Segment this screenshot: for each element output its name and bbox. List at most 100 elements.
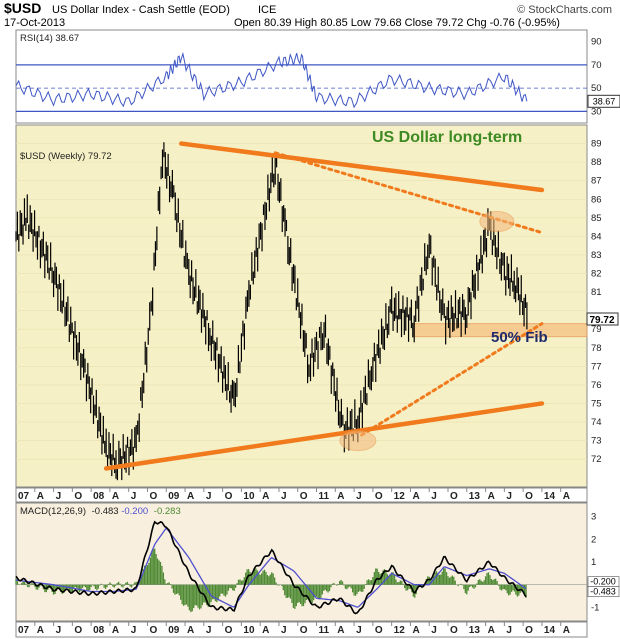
x-tick-label: O xyxy=(450,491,458,502)
x-tick-label: A xyxy=(563,625,570,636)
price-panel: $USD (Weekly) 79.72 72 73 74 75 76 77 78 79 81 82… xyxy=(15,124,619,488)
x-tick-label: A xyxy=(412,491,419,502)
x-tick-label: J xyxy=(356,625,362,636)
macd-panel: -10123-0.200-0.483 MACD(12,26,9) -0.483 … xyxy=(15,502,620,622)
x-tick-label: J xyxy=(506,491,512,502)
x-tick-label: J xyxy=(506,625,512,636)
price-tick-label: 89 xyxy=(591,139,602,150)
price-tick-label: 77 xyxy=(591,361,602,372)
x-tick-label: A xyxy=(563,491,570,502)
rsi-line xyxy=(15,51,528,109)
x-tick-label: 12 xyxy=(394,491,406,502)
bottom-highlight xyxy=(339,430,377,452)
x-tick-label: J xyxy=(431,625,437,636)
macd-label: MACD(12,26,9) -0.483 -0.200 -0.283 xyxy=(20,506,181,517)
x-tick-label: A xyxy=(112,625,119,636)
x-tick-label: O xyxy=(149,491,157,502)
last-price-value: 79.72 xyxy=(589,315,614,326)
date-label: 17-Oct-2013 xyxy=(4,17,65,29)
x-tick-label: O xyxy=(450,625,458,636)
symbol-label: $USD xyxy=(4,0,41,16)
x-tick-label: 08 xyxy=(93,625,105,636)
rsi-label: RSI(14) 38.67 xyxy=(20,33,79,44)
price-tick-label: 78 xyxy=(591,343,602,354)
x-tick-label: 09 xyxy=(168,491,180,502)
rsi-tick-label: 70 xyxy=(591,60,602,71)
fib-label: 50% Fib xyxy=(491,329,548,346)
price-tick-label: 72 xyxy=(591,454,602,465)
rsi-tick-label: 30 xyxy=(591,106,602,117)
x-tick-label: 10 xyxy=(243,491,255,502)
x-tick-label: A xyxy=(488,625,495,636)
rsi-last-tag xyxy=(587,94,620,108)
x-tick-label: O xyxy=(375,625,383,636)
x-tick-label: 09 xyxy=(168,625,180,636)
x-tick-label: J xyxy=(56,625,62,636)
x-axis-bottom: 07 A J O 08 A J O 09 A J O 10 A J O 11 A J O 12 A J O 13 A J O 14 A xyxy=(15,621,588,638)
price-tick-label: 73 xyxy=(591,436,602,447)
x-tick-label: 13 xyxy=(469,625,481,636)
x-tick-label: O xyxy=(375,491,383,502)
x-tick-label: A xyxy=(37,625,44,636)
price-tick-label: 74 xyxy=(591,417,602,428)
x-axis-band xyxy=(15,487,588,503)
price-tick-label: 85 xyxy=(591,213,602,224)
trendline xyxy=(179,141,545,193)
price-tick-label: 76 xyxy=(591,380,602,391)
x-tick-label: O xyxy=(74,625,82,636)
macd-side-value: -0.483 xyxy=(590,587,616,597)
watermark: © StockCharts.com xyxy=(517,4,612,16)
x-tick-label: J xyxy=(281,625,287,636)
rsi-last-value: 38.67 xyxy=(593,96,616,106)
price-tick-label: 81 xyxy=(591,287,602,298)
x-tick-label: O xyxy=(300,491,308,502)
x-tick-label: J xyxy=(356,491,362,502)
price-tick-label: 87 xyxy=(591,176,602,187)
x-tick-label: A xyxy=(37,491,44,502)
x-tick-label: J xyxy=(206,625,212,636)
x-tick-label: O xyxy=(149,625,157,636)
x-tick-label: J xyxy=(56,491,62,502)
x-tick-label: O xyxy=(525,491,533,502)
x-tick-label: 11 xyxy=(319,491,330,502)
x-tick-label: J xyxy=(431,491,437,502)
chart-title: US Dollar long-term xyxy=(372,129,522,146)
x-tick-label: 07 xyxy=(18,625,30,636)
macd-tick-label: 3 xyxy=(591,512,596,523)
x-tick-label: A xyxy=(262,625,269,636)
price-tick-label: 75 xyxy=(591,398,602,409)
macd-hist-value: -0.283 xyxy=(154,506,181,517)
x-tick-label: A xyxy=(112,491,119,502)
price-tick-label: 86 xyxy=(591,194,602,205)
x-tick-label: A xyxy=(187,491,194,502)
x-tick-label: O xyxy=(525,625,533,636)
price-tick-label: 88 xyxy=(591,157,602,168)
x-tick-label: A xyxy=(262,491,269,502)
x-axis-band xyxy=(15,621,588,638)
x-tick-label: 14 xyxy=(544,491,556,502)
last-price-tag xyxy=(586,312,619,326)
x-tick-label: O xyxy=(300,625,308,636)
x-tick-label: O xyxy=(225,625,233,636)
price-tick-label: 84 xyxy=(591,231,602,242)
x-tick-label: 13 xyxy=(469,491,481,502)
x-tick-label: O xyxy=(74,491,82,502)
x-tick-label: 08 xyxy=(93,491,105,502)
x-tick-label: 14 xyxy=(544,625,556,636)
x-tick-label: O xyxy=(225,491,233,502)
x-tick-label: A xyxy=(337,625,344,636)
ohlc-readout: Open 80.39 High 80.85 Low 79.68 Close 79… xyxy=(234,17,560,29)
trendline xyxy=(360,322,544,437)
x-tick-label: J xyxy=(131,625,137,636)
exchange-label: ICE xyxy=(258,4,276,16)
macd-side-tag xyxy=(587,586,620,597)
macd-line xyxy=(15,520,527,615)
price-tick-label: 79 xyxy=(591,324,602,335)
rsi-tick-label: 90 xyxy=(591,37,602,48)
macd-tick-label: 1 xyxy=(591,557,596,568)
x-tick-label: 07 xyxy=(18,491,30,502)
x-tick-label: A xyxy=(337,491,344,502)
x-tick-label: J xyxy=(206,491,212,502)
price-tick-label: 83 xyxy=(591,250,602,261)
macd-label-text: MACD(12,26,9) xyxy=(20,506,86,517)
